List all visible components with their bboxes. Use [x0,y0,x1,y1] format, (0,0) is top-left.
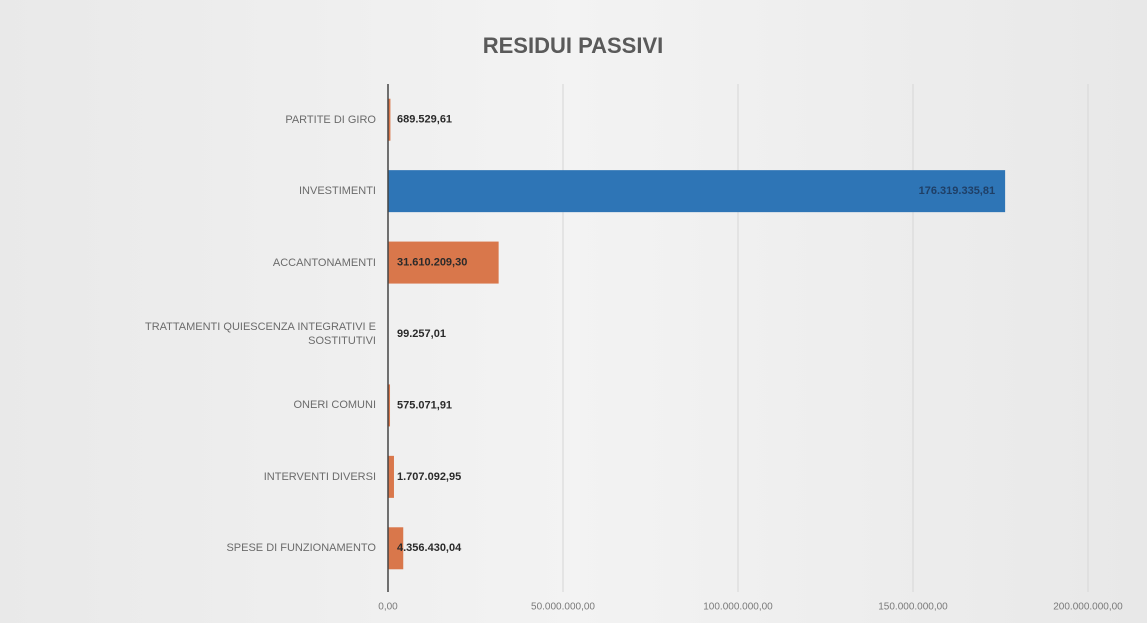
value-label: 99.257,01 [397,328,446,340]
y-tick-label: ONERI COMUNI [293,399,377,412]
value-label: 689.529,61 [397,114,452,126]
bar [388,527,404,570]
bar [388,170,1006,213]
value-label: 4.356.430,04 [397,542,462,554]
x-tick-label: 0,00 [378,602,398,613]
value-label: 575.071,91 [397,399,452,411]
x-tick-label: 200.000.000,00 [1053,602,1123,613]
chart-title: RESIDUI PASSIVI [483,33,664,58]
y-tick-label: SPESE DI FUNZIONAMENTO [226,542,376,555]
x-tick-label: 100.000.000,00 [703,602,773,613]
x-tick-label: 50.000.000,00 [531,602,595,613]
value-label: 1.707.092,95 [397,471,461,483]
bar [388,384,391,427]
y-tick-label: PARTITE DI GIRO [285,113,376,126]
y-tick-label: TRATTAMENTI QUIESCENZA INTEGRATIVI E SOS… [144,321,376,347]
value-label: 31.610.209,30 [397,256,467,268]
x-tick-label: 150.000.000,00 [878,602,948,613]
bar [388,455,394,498]
y-tick-label: INVESTIMENTI [298,185,376,198]
y-tick-label: ACCANTONAMENTI [272,256,376,269]
bar [388,241,499,284]
value-label: 176.319.335,81 [919,185,995,197]
y-tick-label: INTERVENTI DIVERSI [263,470,376,483]
bar [388,98,391,141]
